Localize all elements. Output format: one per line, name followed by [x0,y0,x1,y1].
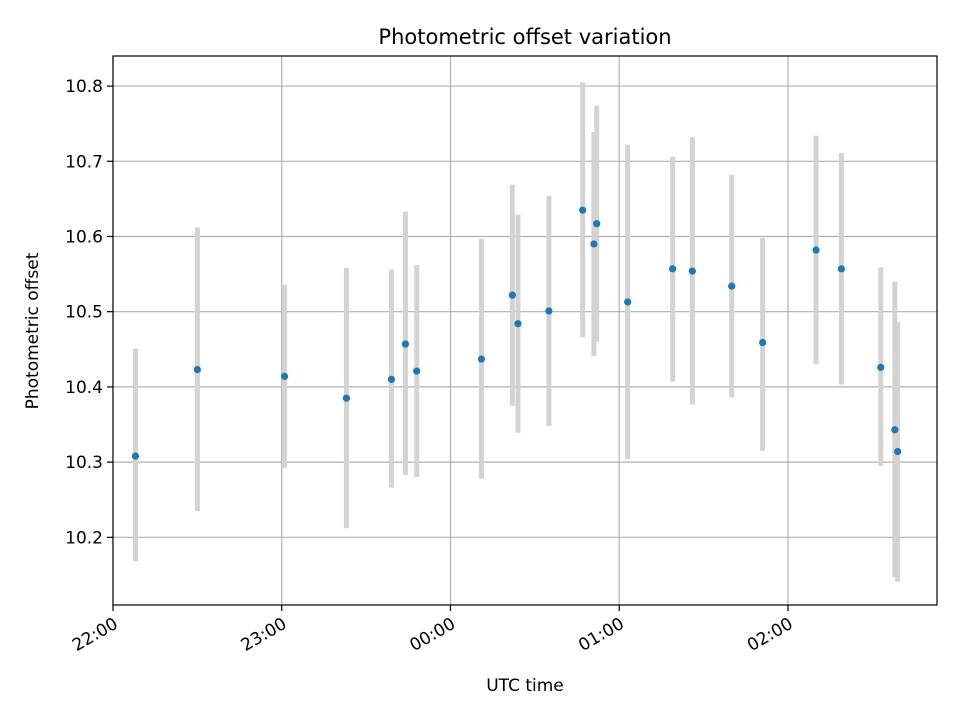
y-tick-label: 10.5 [65,303,103,323]
chart-title: Photometric offset variation [378,25,671,49]
data-point [579,206,587,214]
data-point [877,363,885,371]
data-points [131,206,902,460]
data-point [590,240,598,248]
y-tick-label: 10.8 [65,77,103,97]
data-point [812,246,820,254]
data-point [387,375,396,383]
data-point [759,338,767,347]
data-point [193,366,201,374]
y-tick-label: 10.4 [65,378,103,398]
plot-area-frame [112,55,938,606]
data-point [669,265,677,273]
data-point [728,282,736,290]
y-axis-label: Photometric offset [23,252,43,409]
data-point [593,220,601,228]
grid [112,56,937,605]
data-point [891,426,899,434]
y-tick-label: 10.7 [65,152,103,172]
data-point [131,452,140,460]
data-point [894,447,902,456]
data-point [401,340,410,348]
data-point [413,367,421,375]
data-point [508,291,516,299]
x-axis-label: UTC time [486,676,564,696]
data-point [280,372,289,380]
data-point [342,394,351,402]
data-point [688,267,696,275]
data-point [624,298,632,306]
data-point [545,307,553,315]
y-tick-label: 10.3 [65,453,103,473]
y-axis-ticks: 10.2 10.3 10.4 10.5 10.6 10.7 10.8 [65,77,113,548]
data-point [477,355,486,363]
data-point [837,265,845,273]
data-point [514,320,522,328]
y-tick-label: 10.2 [65,528,103,548]
y-tick-label: 10.6 [65,227,103,247]
